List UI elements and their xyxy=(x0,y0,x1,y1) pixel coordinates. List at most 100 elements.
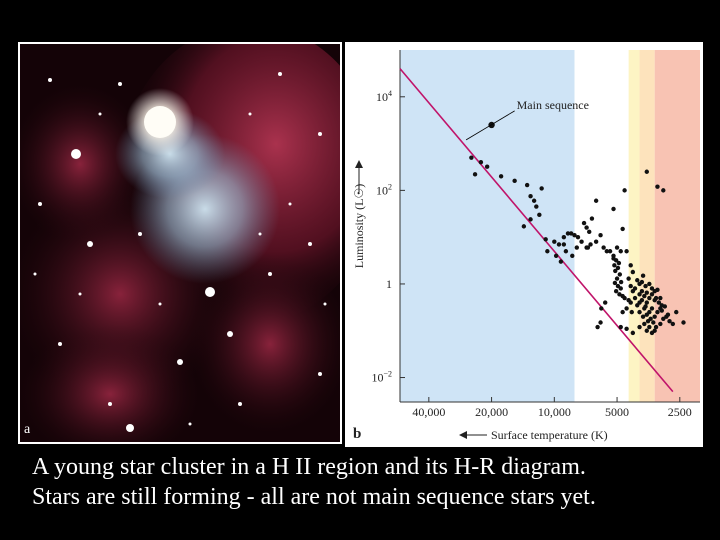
star-point xyxy=(588,242,593,247)
star-point xyxy=(593,239,599,244)
star-point xyxy=(528,217,533,222)
caption-line-1: A young star cluster in a H II region an… xyxy=(32,454,586,480)
star-point xyxy=(539,186,544,191)
temperature-color-bands xyxy=(400,50,700,402)
star-point xyxy=(602,300,608,305)
star-point xyxy=(574,245,580,250)
star-point xyxy=(628,263,633,268)
star-point xyxy=(469,155,474,160)
x-tick-label: 10,000 xyxy=(538,405,571,419)
y-axis-arrowhead xyxy=(355,160,363,168)
star-point xyxy=(655,309,660,315)
panel-b-label: b xyxy=(353,426,361,442)
star-point xyxy=(543,237,548,242)
star-point xyxy=(607,249,613,254)
star-point xyxy=(628,300,633,305)
star-point xyxy=(644,290,649,295)
star-point xyxy=(604,249,609,254)
star-point xyxy=(612,280,618,286)
star-point xyxy=(662,304,668,309)
star-point xyxy=(667,318,672,324)
star-point xyxy=(642,321,647,327)
star-point xyxy=(565,231,571,236)
star-point xyxy=(613,268,618,274)
star-point xyxy=(595,324,600,330)
star-point xyxy=(601,245,606,250)
star-point xyxy=(613,289,619,294)
star-point xyxy=(472,172,478,177)
star-point xyxy=(618,249,623,254)
y-tick-label: 102 xyxy=(376,182,392,197)
star-point xyxy=(674,309,679,315)
star-point xyxy=(630,269,636,275)
tick-labels: 104 102 1 10−2 40,000 20,000 10,000 5000 2500 xyxy=(371,89,691,419)
y-tick-label: 104 xyxy=(376,89,392,104)
star-point xyxy=(644,300,649,305)
star-point xyxy=(572,233,577,238)
main-sequence-leader xyxy=(465,110,515,141)
star-point xyxy=(632,286,638,291)
x-tick-label: 2500 xyxy=(668,405,692,419)
star-point xyxy=(618,286,623,291)
star-point xyxy=(649,286,655,291)
star-point xyxy=(589,216,595,221)
hr-diagram: 104 102 1 10−2 40,000 20,000 10,000 5000 2500 Ma… xyxy=(345,42,703,447)
star-point xyxy=(644,312,649,317)
star-point xyxy=(649,292,655,297)
star-point xyxy=(655,287,660,292)
star-point xyxy=(655,184,660,189)
star-point xyxy=(552,239,557,244)
star-point xyxy=(478,160,484,165)
star-point xyxy=(630,330,636,336)
star-point xyxy=(622,188,627,193)
star-point xyxy=(575,234,581,240)
y-axis-label: Luminosity (L☉) xyxy=(352,184,366,268)
star-point xyxy=(556,242,562,247)
star-point xyxy=(598,320,603,325)
star-point xyxy=(628,283,633,289)
star-point xyxy=(637,324,642,330)
x-tick-label: 5000 xyxy=(605,405,629,419)
star-point xyxy=(613,258,619,263)
star-point xyxy=(639,289,645,294)
star-point xyxy=(614,245,620,250)
star-point xyxy=(652,328,657,333)
nebula-image xyxy=(20,44,340,442)
star-point xyxy=(611,206,616,212)
y-tick-label: 10−2 xyxy=(371,370,392,385)
star-point xyxy=(665,312,671,317)
star-point xyxy=(484,164,490,169)
star-point xyxy=(653,295,659,301)
star-point xyxy=(587,229,592,235)
star-point xyxy=(498,174,504,179)
star-point xyxy=(612,263,617,268)
star-point xyxy=(647,324,652,330)
star-point xyxy=(617,272,623,277)
star-point xyxy=(537,212,542,218)
star-point xyxy=(637,300,642,305)
star-point xyxy=(561,234,567,240)
star-point xyxy=(652,314,657,319)
star-point xyxy=(659,308,665,313)
star-point xyxy=(598,233,603,238)
star-point xyxy=(640,273,646,278)
color-band-2 xyxy=(628,50,640,402)
star-point xyxy=(644,328,649,333)
star-point xyxy=(563,249,569,254)
star-point xyxy=(618,324,623,330)
star-point xyxy=(620,309,625,315)
star-point xyxy=(647,281,652,287)
color-band-4 xyxy=(654,50,700,402)
star-points xyxy=(469,121,686,336)
star-point xyxy=(524,182,530,188)
star-point xyxy=(568,231,574,236)
caption-line-2: Stars are still forming - all are not ma… xyxy=(32,484,596,510)
star-point xyxy=(528,194,533,199)
star-point xyxy=(624,326,629,332)
star-point xyxy=(645,318,651,324)
star-point xyxy=(615,265,621,271)
star-point xyxy=(649,306,655,311)
axes xyxy=(355,50,700,439)
star-point xyxy=(553,253,559,258)
star-point xyxy=(642,293,647,299)
